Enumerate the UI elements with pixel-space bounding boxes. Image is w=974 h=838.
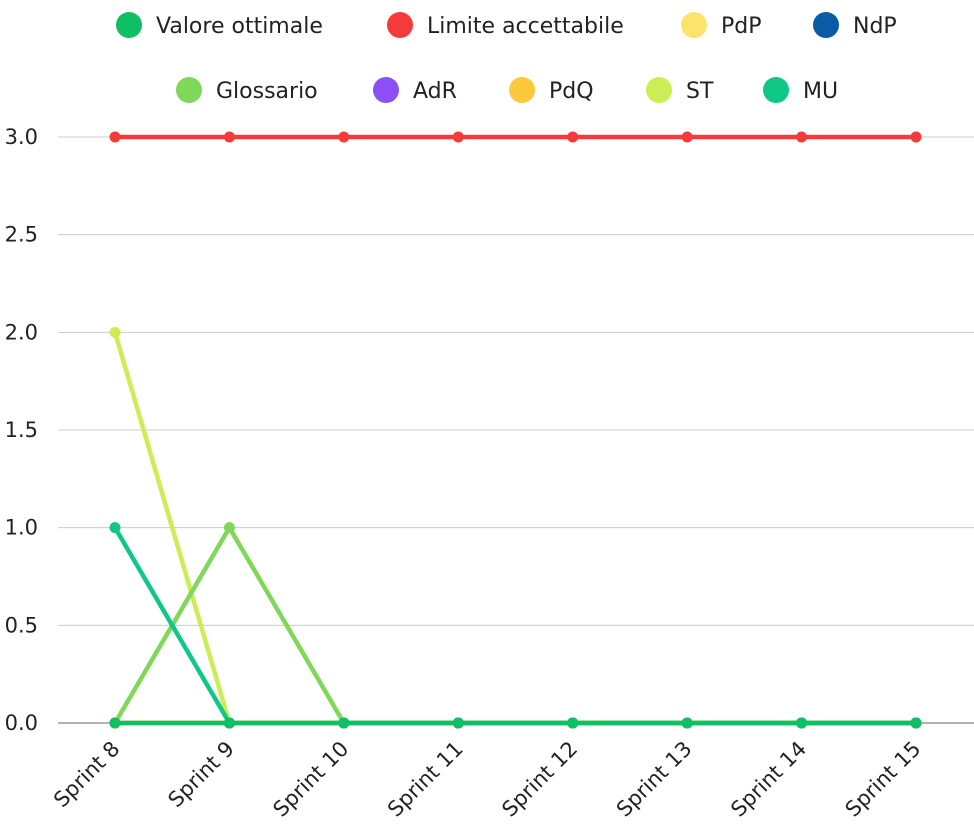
- legend-item-limite-accettabile[interactable]: Limite accettabile: [387, 12, 624, 39]
- legend-item-pdq[interactable]: PdQ: [509, 77, 594, 104]
- data-point: [681, 717, 693, 729]
- legend-swatch: [176, 77, 202, 103]
- legend-swatch: [763, 77, 789, 103]
- legend-swatch: [646, 77, 672, 103]
- legend-item-st[interactable]: ST: [646, 77, 714, 104]
- legend-swatch: [813, 12, 839, 38]
- data-point: [109, 326, 121, 338]
- data-point: [452, 131, 464, 143]
- legend-swatch: [387, 12, 413, 38]
- legend-label: NdP: [853, 14, 897, 39]
- legend-swatch: [373, 77, 399, 103]
- x-tick-label: Sprint 14: [726, 737, 811, 822]
- data-point: [910, 131, 922, 143]
- legend-swatch: [509, 77, 535, 103]
- series-valore-ottimale: [109, 717, 922, 729]
- y-tick-label: 1.5: [5, 418, 38, 442]
- legend-label: Glossario: [216, 79, 318, 104]
- data-point: [567, 131, 579, 143]
- legend-label: PdP: [721, 14, 762, 39]
- data-point: [796, 131, 808, 143]
- data-point: [223, 131, 235, 143]
- data-point: [223, 522, 235, 534]
- legend: Valore ottimale Limite accettabile PdP NdP G…: [116, 12, 897, 104]
- y-tick-label: 2.5: [5, 223, 38, 247]
- legend-item-valore-ottimale[interactable]: Valore ottimale: [116, 12, 323, 39]
- x-axis: Sprint 8 Sprint 9 Sprint 10 Sprint 11 Sprint…: [49, 737, 925, 822]
- data-point: [109, 522, 121, 534]
- series-limite-accettabile: [109, 131, 922, 143]
- legend-label: Limite accettabile: [427, 14, 624, 39]
- legend-item-ndp[interactable]: NdP: [813, 12, 897, 39]
- legend-item-glossario[interactable]: Glossario: [176, 77, 318, 104]
- data-point: [796, 717, 808, 729]
- y-tick-label: 2.0: [5, 320, 38, 344]
- legend-label: Valore ottimale: [156, 14, 323, 39]
- legend-label: PdQ: [549, 79, 594, 104]
- legend-swatch: [116, 12, 142, 38]
- legend-label: MU: [803, 79, 838, 104]
- data-point: [567, 717, 579, 729]
- x-tick-label: Sprint 8: [49, 737, 124, 812]
- legend-item-mu[interactable]: MU: [763, 77, 838, 104]
- legend-item-adr[interactable]: AdR: [373, 77, 457, 104]
- legend-item-pdp[interactable]: PdP: [681, 12, 762, 39]
- x-tick-label: Sprint 10: [268, 737, 353, 822]
- data-point: [452, 717, 464, 729]
- x-tick-label: Sprint 11: [383, 737, 468, 822]
- legend-label: AdR: [413, 79, 457, 104]
- y-tick-label: 1.0: [5, 516, 38, 540]
- data-point: [681, 131, 693, 143]
- data-point: [338, 717, 350, 729]
- data-point: [109, 717, 121, 729]
- y-tick-label: 0.0: [5, 711, 38, 735]
- x-tick-label: Sprint 13: [612, 737, 697, 822]
- data-point: [109, 131, 121, 143]
- series-group: [109, 131, 922, 729]
- x-tick-label: Sprint 9: [164, 737, 239, 812]
- x-tick-label: Sprint 12: [497, 737, 582, 822]
- y-tick-label: 0.5: [5, 613, 38, 637]
- x-tick-label: Sprint 15: [841, 737, 926, 822]
- grid: [58, 136, 974, 724]
- data-point: [910, 717, 922, 729]
- data-point: [223, 717, 235, 729]
- legend-swatch: [681, 12, 707, 38]
- legend-label: ST: [686, 79, 714, 104]
- data-point: [338, 131, 350, 143]
- y-tick-label: 3.0: [5, 125, 38, 149]
- y-axis: 0.0 0.5 1.0 1.5 2.0 2.5 3.0: [5, 125, 38, 735]
